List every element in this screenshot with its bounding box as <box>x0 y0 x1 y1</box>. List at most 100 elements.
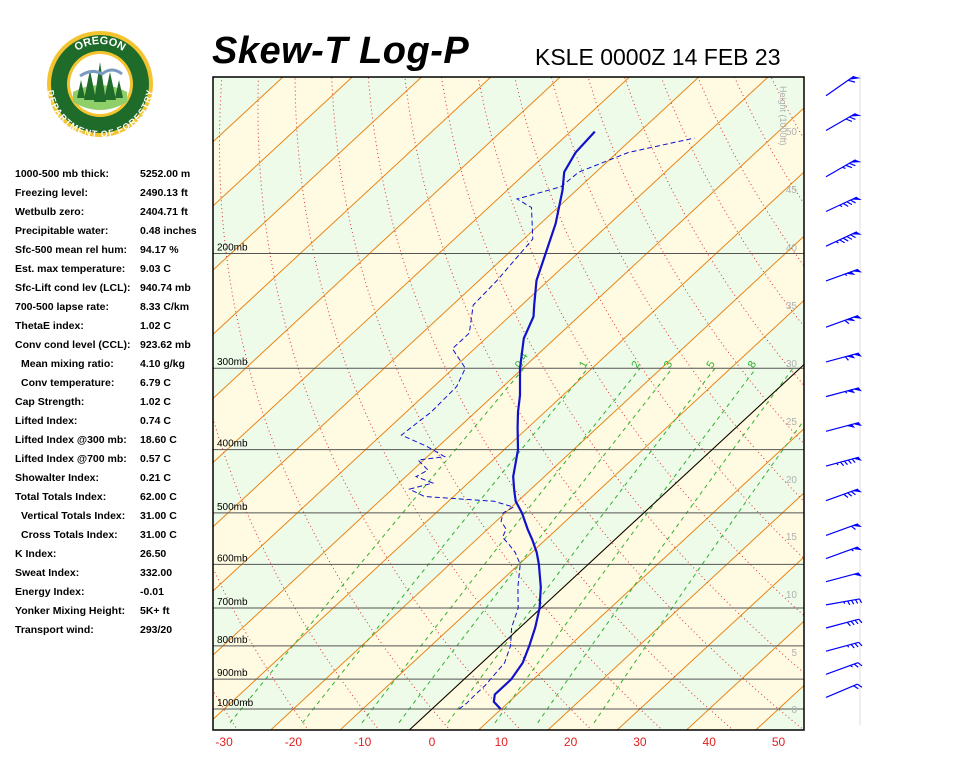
isotherm-line <box>213 77 492 335</box>
wind-barb <box>825 523 863 537</box>
wind-barb <box>825 641 863 652</box>
wind-barb-flag <box>851 600 855 605</box>
stat-label: Total Totals Index: <box>15 491 107 503</box>
stat-row: Conv temperature: 6.79 C <box>15 377 215 396</box>
wind-barb <box>825 546 863 560</box>
wind-barb-flag <box>853 685 859 690</box>
stat-label: 1000-500 mb thick: <box>15 168 109 180</box>
stat-row: Total Totals Index: 62.00 C <box>15 491 215 510</box>
dry-adiabat <box>888 28 960 731</box>
temperature-band <box>213 107 804 720</box>
isotherm-line <box>478 428 804 730</box>
wind-barb-flag <box>842 202 849 207</box>
wind-barb <box>825 598 863 606</box>
stat-label: Vertical Totals Index: <box>21 510 126 522</box>
stat-label: Cross Totals Index: <box>21 529 118 541</box>
stat-label: Est. max temperature: <box>15 263 126 275</box>
wind-barb-flag <box>847 600 851 606</box>
stat-label: ThetaE index: <box>15 320 84 332</box>
zero-isotherm <box>408 363 804 730</box>
height-tick-label: 10 <box>786 590 798 601</box>
stat-label: Mean mixing ratio: <box>21 358 114 370</box>
dry-adiabat <box>819 28 960 731</box>
x-tick-label: 0 <box>429 735 436 749</box>
wind-barb-pennant <box>846 354 856 359</box>
wind-barb-half-flag <box>844 391 848 394</box>
wind-barb-flag <box>847 492 853 497</box>
stat-value: 26.50 <box>140 548 167 560</box>
stat-label: Yonker Mixing Height: <box>15 605 126 617</box>
wind-barb-staff <box>825 159 856 178</box>
wind-barb-half-flag <box>850 664 853 668</box>
pressure-label: 500mb <box>217 502 248 513</box>
isotherm-line <box>616 556 804 730</box>
wind-barb-staff <box>825 683 858 698</box>
wind-barb <box>825 572 862 583</box>
stat-value: 0.21 C <box>140 472 171 484</box>
stat-value: 4.10 g/kg <box>140 358 185 370</box>
stat-value: 62.00 C <box>140 491 177 503</box>
wind-barb-half-flag <box>842 166 846 170</box>
isotherm-line <box>213 77 630 464</box>
wind-barb-flag <box>839 239 845 244</box>
wind-barb-half-flag <box>835 241 839 244</box>
stat-row: 1000-500 mb thick: 5252.00 m <box>15 168 215 187</box>
wind-barb-pennant <box>853 422 862 427</box>
wind-barb-staff <box>825 196 858 213</box>
wind-barb <box>825 387 862 398</box>
isotherm-line <box>213 77 561 400</box>
stat-row: 700-500 lapse rate: 8.33 C/km <box>15 301 215 320</box>
wind-barb-flag <box>856 683 863 688</box>
stat-row: Mean mixing ratio: 4.10 g/kg <box>15 358 215 377</box>
wind-barb-flag <box>842 237 849 242</box>
height-tick-label: 50 <box>786 127 798 138</box>
wind-barb-pennant <box>852 269 863 273</box>
stat-value: 1.02 C <box>140 396 171 408</box>
stat-row: ThetaE index: 1.02 C <box>15 320 215 339</box>
wind-barb-pennant <box>853 457 862 461</box>
dry-adiabat <box>923 28 960 731</box>
wind-barb-flag <box>840 461 845 467</box>
wind-barb-staff <box>825 231 858 247</box>
isotherm-line <box>213 171 804 720</box>
wind-barb-flag <box>853 663 859 668</box>
wind-barb-flag <box>850 491 856 496</box>
mixing-ratio-label: 2 <box>629 359 642 370</box>
stat-label: Sfc-500 mean rel hum: <box>15 244 128 256</box>
stat-value: 2490.13 ft <box>140 187 188 199</box>
wind-barb-flag <box>855 599 859 604</box>
wind-barb-flag <box>844 356 849 361</box>
wind-barb <box>825 314 863 328</box>
wind-barb-flag <box>858 618 863 624</box>
wind-barb-pennant <box>852 315 863 319</box>
wind-barb <box>825 268 863 282</box>
stat-value: 332.00 <box>140 567 173 579</box>
stat-row: Lifted Index: 0.74 C <box>15 415 215 434</box>
height-tick-label: 0 <box>791 705 797 716</box>
height-tick-label: 5 <box>791 648 797 659</box>
wind-barb-half-flag <box>844 273 848 277</box>
wind-barb-flag <box>846 621 851 627</box>
isotherm-line <box>213 77 422 271</box>
wind-barb-staff <box>825 641 859 652</box>
wind-barb-flag <box>850 620 855 626</box>
height-axis-title: Height (1000ft) <box>778 86 788 146</box>
stat-label: K Index: <box>15 548 57 560</box>
mixing-ratio-line <box>537 367 794 724</box>
stat-value: 8.33 C/km <box>140 301 190 313</box>
wind-barb <box>825 75 861 97</box>
isotherm-line <box>213 107 804 656</box>
stat-row: Cross Totals Index: 31.00 C <box>15 529 215 548</box>
pressure-label: 300mb <box>217 357 248 368</box>
mixing-ratio-label: 1 <box>577 359 590 370</box>
wind-barb-staff <box>825 546 859 560</box>
wind-barb-flag <box>847 459 852 465</box>
stat-value: 94.17 % <box>140 244 179 256</box>
pressure-label: 1000mb <box>217 698 254 709</box>
wind-barb-half-flag <box>843 601 846 604</box>
stat-value: 940.74 mb <box>140 282 191 294</box>
wind-barb-staff <box>825 662 859 675</box>
stat-label: Sfc-Lift cond lev (LCL): <box>15 282 131 294</box>
pressure-label: 400mb <box>217 439 248 450</box>
